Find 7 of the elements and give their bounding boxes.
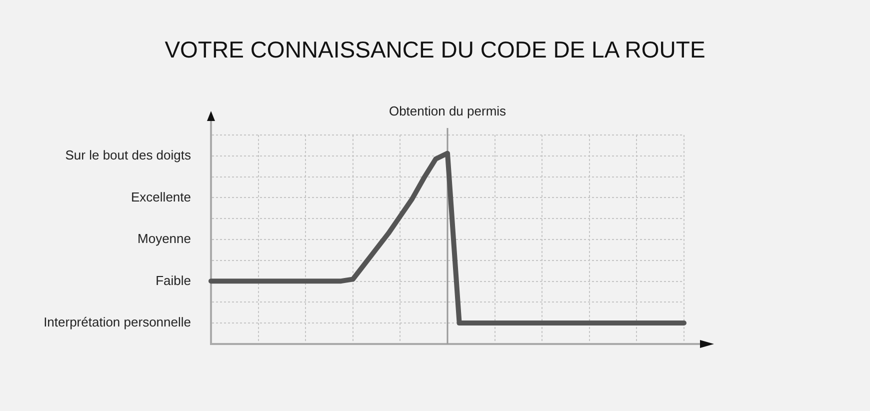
text: Excellente: [131, 189, 191, 204]
text: Interprétation personnelle: [44, 314, 191, 330]
chart-title: VOTRE CONNAISSANCE DU CODE DE LA ROUTE: [164, 36, 706, 62]
text: Obtention du permis: [388, 104, 506, 119]
text: Sur le bout des doigts: [65, 147, 192, 162]
text: Faible: [156, 272, 191, 288]
text: Moyenne: [138, 231, 191, 246]
